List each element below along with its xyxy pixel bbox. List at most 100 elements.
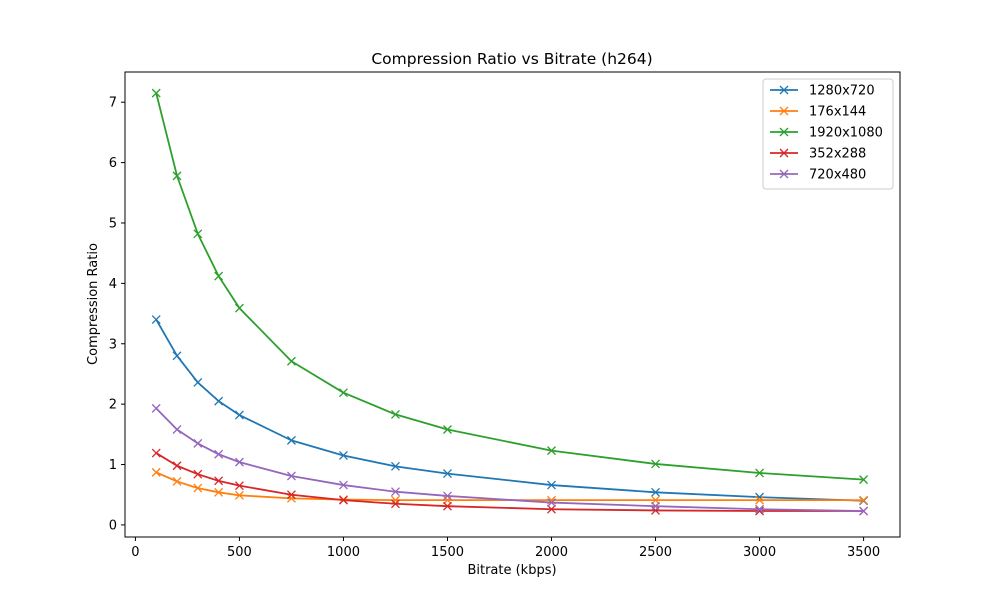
data-point bbox=[286, 356, 296, 366]
data-point bbox=[443, 501, 452, 511]
x-tick-label: 2000 bbox=[535, 545, 568, 560]
chart-title: Compression Ratio vs Bitrate (h264) bbox=[371, 50, 652, 68]
y-tick-label: 7 bbox=[109, 96, 117, 111]
legend-label: 352x288 bbox=[809, 147, 866, 162]
series-1920x1080 bbox=[151, 88, 869, 485]
y-axis: 0 1 2 3 4 5 6 7 bbox=[109, 96, 125, 533]
data-point bbox=[547, 446, 556, 456]
legend-item: 1280x720 bbox=[770, 84, 875, 99]
series-line bbox=[155, 471, 864, 502]
data-point bbox=[338, 451, 348, 460]
x-tick-label: 3500 bbox=[847, 545, 880, 560]
data-point bbox=[193, 377, 203, 387]
legend-label: 720x480 bbox=[809, 168, 866, 183]
legend-item: 1920x1080 bbox=[770, 126, 883, 141]
x-tick-label: 1000 bbox=[327, 545, 360, 560]
data-point bbox=[214, 449, 224, 459]
data-point bbox=[172, 476, 182, 486]
y-tick-label: 1 bbox=[109, 458, 117, 473]
data-point bbox=[286, 435, 296, 445]
data-point bbox=[172, 351, 182, 361]
data-point bbox=[651, 501, 660, 511]
data-point bbox=[151, 315, 161, 325]
y-tick-label: 6 bbox=[109, 156, 117, 171]
y-axis-label: Compression Ratio bbox=[86, 243, 101, 365]
x-axis-label: Bitrate (kbps) bbox=[467, 563, 556, 578]
data-point bbox=[172, 461, 182, 471]
y-tick-label: 3 bbox=[109, 337, 117, 352]
data-point bbox=[214, 271, 224, 281]
legend-item: 720x480 bbox=[770, 168, 866, 183]
data-point bbox=[234, 303, 244, 313]
legend-label: 1280x720 bbox=[809, 84, 875, 99]
data-point bbox=[193, 438, 203, 448]
data-point bbox=[391, 487, 400, 497]
data-point bbox=[151, 403, 161, 413]
data-point bbox=[151, 88, 161, 98]
data-point bbox=[286, 471, 296, 481]
data-point bbox=[234, 490, 244, 500]
x-tick-label: 3000 bbox=[743, 545, 776, 560]
data-point bbox=[443, 491, 452, 501]
plot-frame bbox=[124, 71, 901, 538]
data-point bbox=[151, 448, 161, 458]
data-point bbox=[755, 504, 765, 514]
series-line bbox=[155, 92, 864, 481]
data-point bbox=[214, 487, 224, 497]
plot-area bbox=[124, 71, 901, 538]
data-point bbox=[547, 504, 556, 514]
data-point bbox=[443, 469, 452, 479]
x-axis: 0 500 1000 1500 2000 2500 3000 3500 bbox=[131, 537, 880, 560]
y-tick-label: 4 bbox=[109, 277, 117, 292]
legend-marker bbox=[779, 106, 789, 116]
legend-marker bbox=[779, 169, 789, 179]
y-tick-label: 2 bbox=[109, 398, 117, 413]
x-tick-label: 500 bbox=[227, 545, 252, 560]
legend-marker bbox=[779, 148, 789, 158]
data-point bbox=[172, 171, 182, 181]
series-layer bbox=[151, 88, 869, 516]
data-point bbox=[755, 495, 765, 505]
data-point bbox=[859, 475, 869, 485]
data-point bbox=[443, 425, 452, 434]
data-point bbox=[172, 425, 182, 434]
data-point bbox=[193, 483, 203, 493]
data-point bbox=[391, 499, 400, 509]
data-point bbox=[234, 457, 244, 467]
y-tick-label: 5 bbox=[109, 216, 117, 231]
data-point bbox=[651, 505, 660, 515]
x-tick-label: 0 bbox=[131, 545, 139, 560]
data-point bbox=[214, 396, 224, 406]
legend-frame bbox=[762, 78, 894, 190]
data-point bbox=[651, 487, 660, 497]
data-point bbox=[651, 459, 660, 469]
legend-marker bbox=[779, 85, 789, 95]
series-1280x720 bbox=[151, 315, 869, 506]
data-point bbox=[234, 410, 244, 420]
data-point bbox=[338, 495, 348, 505]
y-tick-label: 0 bbox=[109, 518, 117, 533]
data-point bbox=[286, 490, 296, 500]
series-720x480 bbox=[151, 403, 869, 516]
legend-item: 176x144 bbox=[770, 105, 866, 120]
data-point bbox=[214, 476, 224, 486]
data-point bbox=[151, 467, 161, 477]
x-tick-label: 2500 bbox=[639, 545, 672, 560]
legend: 1280x720 176x144 1920x1080 352x288 720x480 bbox=[762, 78, 894, 190]
legend-item: 352x288 bbox=[770, 147, 866, 162]
data-point bbox=[547, 480, 556, 490]
data-point bbox=[391, 409, 400, 419]
data-point bbox=[859, 495, 869, 505]
legend-marker bbox=[779, 127, 789, 137]
data-point bbox=[193, 229, 203, 239]
data-point bbox=[338, 480, 348, 490]
x-tick-label: 1500 bbox=[431, 545, 464, 560]
data-point bbox=[859, 506, 869, 516]
data-point bbox=[755, 468, 765, 478]
data-point bbox=[547, 498, 556, 508]
series-352x288 bbox=[151, 448, 869, 516]
data-point bbox=[338, 388, 348, 398]
data-point bbox=[193, 469, 203, 479]
data-point bbox=[391, 461, 400, 471]
